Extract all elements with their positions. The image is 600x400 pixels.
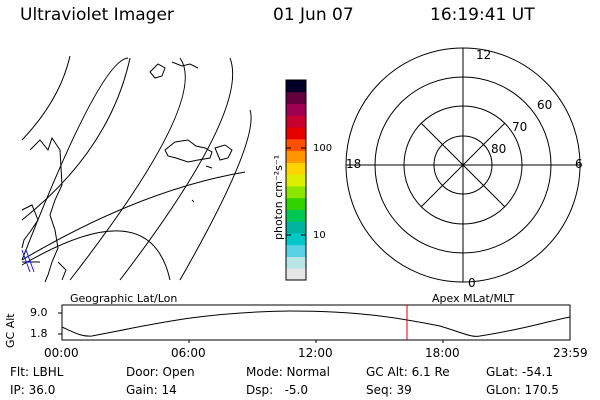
colorbar-segment xyxy=(286,91,306,105)
map-latitude-arc xyxy=(21,57,131,221)
colorbar-segment xyxy=(286,268,306,281)
polar-diagonal xyxy=(420,122,506,208)
polar-mlt-6: 6 xyxy=(575,157,583,171)
timeline-ytick-min: 1.8 xyxy=(30,327,48,340)
colorbar-ticks xyxy=(286,147,306,236)
timeline-left-label: Geographic Lat/Lon xyxy=(70,292,178,305)
colorbar-frame xyxy=(285,79,307,281)
status-gain: Gain: 14 xyxy=(126,383,177,397)
status-ip: IP: 36.0 xyxy=(10,383,56,397)
polar-grid xyxy=(345,47,581,283)
status-seq: Seq: 39 xyxy=(366,383,412,397)
colorbar-tick-100: 100 xyxy=(313,143,333,154)
timeline-xtick-2359: 23:59 xyxy=(553,346,588,360)
app-title: Ultraviolet Imager xyxy=(20,5,174,25)
colorbar-segment xyxy=(286,138,306,152)
map-coastline xyxy=(29,136,63,283)
altitude-curve xyxy=(61,310,571,337)
colorbar-segment xyxy=(286,150,306,163)
status-door: Door: Open xyxy=(126,365,195,379)
map-latitude-arc xyxy=(21,55,71,141)
colorbar-tick-10: 10 xyxy=(313,230,326,241)
colorbar-segment xyxy=(286,221,306,234)
timeline-xtick-1200: 12:00 xyxy=(298,346,333,360)
colorbar-segment xyxy=(286,174,306,187)
timeline-plot xyxy=(58,304,571,343)
status-dsp: Dsp: -5.0 xyxy=(246,383,309,397)
geographic-map xyxy=(21,55,252,283)
polar-lat-80: 80 xyxy=(491,142,507,156)
colorbar-segment xyxy=(286,103,306,116)
polar-lat-60: 60 xyxy=(537,98,553,112)
map-latitude-arc xyxy=(119,57,234,281)
map-latitude-arc xyxy=(179,109,252,281)
map-marker xyxy=(25,249,35,273)
timeline-axis-title: GC Alt xyxy=(4,313,17,348)
map-meridian-line xyxy=(21,171,246,261)
colorbar-segment xyxy=(286,185,306,199)
status-glat: GLat: -54.1 xyxy=(486,365,553,379)
timeline-xtick-1800: 18:00 xyxy=(425,346,460,360)
colorbar-segment xyxy=(286,80,306,93)
map-coastline xyxy=(171,61,199,69)
map-marker xyxy=(21,249,31,273)
date-label: 01 Jun 07 xyxy=(273,5,354,25)
polar-mlt-12: 12 xyxy=(476,48,492,62)
colorbar xyxy=(286,80,306,281)
map-latitude-arc xyxy=(21,230,171,281)
map-latitude-arc xyxy=(69,57,186,281)
map-coastline xyxy=(164,139,213,163)
map-coastline xyxy=(214,144,233,161)
timeline-xtick-0600: 06:00 xyxy=(171,346,206,360)
map-coastline xyxy=(21,204,39,249)
status-filter: Flt: LBHL xyxy=(10,365,64,379)
status-glon: GLon: 170.5 xyxy=(486,383,559,397)
colorbar-segment xyxy=(286,115,306,128)
timeline-frame xyxy=(61,304,571,341)
status-mode: Mode: Normal xyxy=(246,365,330,379)
map-coastline xyxy=(191,199,195,203)
polar-mlt-18: 18 xyxy=(346,157,362,171)
colorbar-segment xyxy=(286,232,306,246)
map-coastline xyxy=(149,63,166,79)
map-meridian-line xyxy=(21,57,129,261)
polar-mlt-0: 0 xyxy=(468,276,476,290)
timeline-xtick-0000: 00:00 xyxy=(44,346,79,360)
timeline-right-label: Apex MLat/MLT xyxy=(432,292,515,305)
colorbar-segment xyxy=(286,256,306,269)
colorbar-segment xyxy=(286,162,306,175)
colorbar-segment xyxy=(286,197,306,210)
colorbar-unit-label: photon cm⁻²s⁻¹ xyxy=(272,154,285,240)
colorbar-segment xyxy=(286,209,306,222)
colorbar-segment xyxy=(286,127,306,140)
map-coastline xyxy=(205,165,213,169)
time-label: 16:19:41 UT xyxy=(430,5,535,25)
polar-lat-70: 70 xyxy=(512,120,528,134)
map-coastline xyxy=(57,261,67,281)
timeline-ytick-max: 9.0 xyxy=(30,306,48,319)
colorbar-segment xyxy=(286,244,306,257)
status-gc-alt: GC Alt: 6.1 Re xyxy=(366,365,450,379)
